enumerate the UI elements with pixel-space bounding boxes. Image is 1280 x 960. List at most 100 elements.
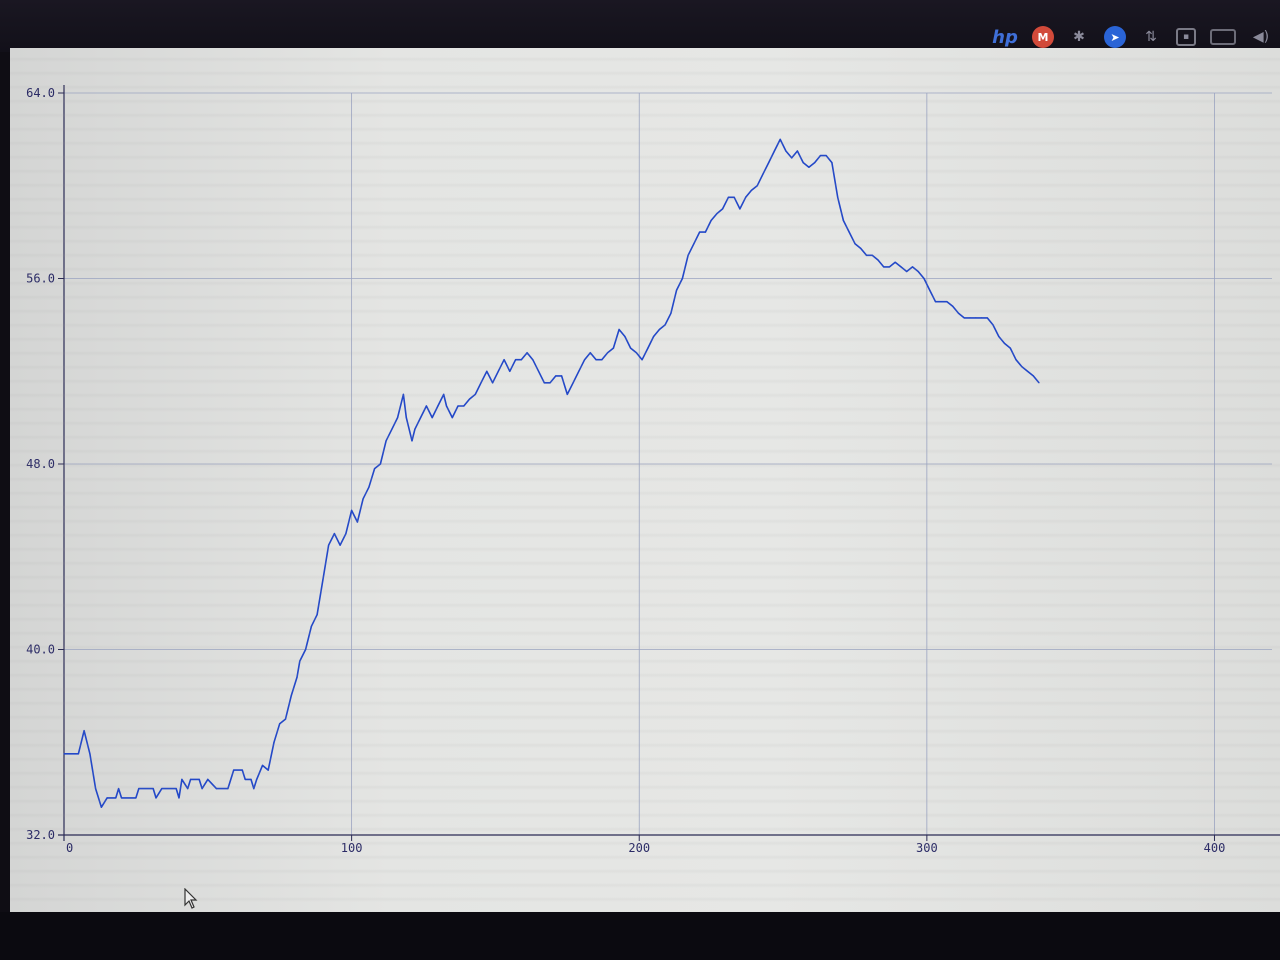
data-point bbox=[181, 778, 183, 781]
data-point bbox=[520, 359, 522, 361]
series-layer bbox=[63, 138, 1040, 808]
data-point bbox=[538, 370, 540, 372]
data-point bbox=[647, 347, 649, 349]
data-point bbox=[339, 544, 341, 546]
data-point bbox=[201, 788, 203, 790]
data-point bbox=[468, 398, 471, 400]
data-point bbox=[687, 254, 689, 256]
data-point bbox=[750, 189, 753, 191]
data-point bbox=[233, 769, 235, 771]
monitor-screen: 0 100 200 300 400 32.0 40.0 48.0 56.0 64.0 bbox=[10, 48, 1280, 916]
data-point bbox=[1015, 359, 1017, 361]
data-point bbox=[819, 155, 822, 157]
data-point bbox=[106, 797, 108, 799]
data-point bbox=[437, 405, 439, 407]
data-point bbox=[526, 352, 528, 354]
data-point bbox=[155, 797, 157, 799]
data-point bbox=[848, 231, 850, 233]
data-point bbox=[379, 463, 381, 465]
mouse-pointer-icon bbox=[184, 888, 198, 909]
data-point bbox=[653, 335, 655, 338]
data-point bbox=[267, 769, 269, 771]
data-point bbox=[716, 213, 718, 215]
data-point bbox=[934, 301, 937, 303]
data-point bbox=[95, 788, 97, 790]
data-point bbox=[457, 405, 459, 407]
data-point bbox=[215, 788, 217, 790]
data-point bbox=[768, 162, 770, 164]
data-point bbox=[296, 676, 298, 678]
data-point bbox=[420, 417, 422, 419]
data-point bbox=[1026, 370, 1029, 372]
data-point bbox=[273, 741, 275, 743]
data-point bbox=[1032, 375, 1034, 377]
data-point bbox=[584, 359, 586, 361]
hp-logo-icon[interactable]: hp bbox=[992, 26, 1018, 48]
system-tray: hp M ✱ ➤ ⇅ ▪ ◀) bbox=[992, 22, 1272, 52]
network-transfer-icon[interactable]: ⇅ bbox=[1145, 29, 1157, 45]
data-point bbox=[940, 301, 942, 303]
monitor-bezel bbox=[0, 912, 1280, 960]
taskbar: hp M ✱ ➤ ⇅ ▪ ◀) bbox=[0, 0, 1280, 52]
data-point bbox=[710, 219, 712, 222]
data-point bbox=[894, 261, 896, 263]
battery-icon[interactable] bbox=[1210, 29, 1236, 45]
data-point bbox=[791, 157, 793, 159]
data-point bbox=[362, 498, 364, 500]
data-point bbox=[120, 797, 123, 799]
data-point bbox=[474, 393, 476, 395]
data-point bbox=[779, 138, 781, 140]
data-point bbox=[566, 393, 568, 395]
series-line-0 bbox=[64, 138, 1040, 808]
data-point bbox=[929, 289, 931, 291]
data-point bbox=[681, 277, 684, 280]
data-point bbox=[241, 769, 243, 771]
line-chart: 0 100 200 300 400 32.0 40.0 48.0 56.0 64.0 bbox=[26, 85, 1280, 855]
data-point bbox=[284, 718, 287, 720]
data-point bbox=[854, 243, 856, 245]
puzzle-icon[interactable]: ✱ bbox=[1073, 29, 1085, 45]
data-point bbox=[89, 753, 91, 755]
data-point bbox=[515, 359, 517, 361]
data-point bbox=[739, 208, 741, 210]
data-point bbox=[118, 788, 120, 790]
data-point bbox=[630, 347, 632, 349]
tick-labels: 0 100 200 300 400 32.0 40.0 48.0 56.0 64.0 bbox=[26, 86, 1225, 855]
data-point bbox=[443, 393, 445, 395]
y-tick-label: 32.0 bbox=[26, 828, 55, 842]
data-point bbox=[871, 254, 873, 256]
x-tick-label: 0 bbox=[66, 841, 73, 855]
data-point bbox=[402, 393, 404, 395]
data-point bbox=[356, 521, 358, 523]
data-point bbox=[998, 335, 1000, 338]
data-point bbox=[497, 370, 499, 372]
data-point bbox=[451, 417, 453, 419]
data-point bbox=[207, 778, 209, 781]
data-point bbox=[322, 579, 324, 581]
data-point bbox=[397, 417, 399, 419]
data-point bbox=[837, 196, 839, 198]
data-point bbox=[641, 359, 643, 361]
data-point bbox=[486, 370, 488, 372]
data-point bbox=[624, 335, 626, 338]
data-point bbox=[589, 352, 591, 354]
data-point bbox=[923, 277, 925, 280]
data-point bbox=[969, 317, 971, 319]
data-point bbox=[952, 305, 954, 307]
data-point bbox=[957, 312, 960, 314]
data-point bbox=[385, 440, 387, 442]
data-point bbox=[704, 231, 707, 233]
data-point bbox=[414, 428, 416, 430]
gmail-icon[interactable]: M bbox=[1032, 26, 1054, 48]
data-point bbox=[198, 778, 200, 781]
app-box-icon[interactable]: ▪ bbox=[1176, 28, 1196, 46]
data-point bbox=[595, 359, 597, 361]
data-point bbox=[261, 764, 264, 767]
data-point bbox=[253, 788, 255, 790]
volume-icon[interactable]: ◀) bbox=[1252, 29, 1270, 45]
send-arrow-icon[interactable]: ➤ bbox=[1104, 26, 1126, 48]
data-point bbox=[175, 788, 177, 790]
data-point bbox=[917, 270, 919, 273]
data-point bbox=[745, 196, 747, 198]
data-point bbox=[333, 533, 335, 535]
